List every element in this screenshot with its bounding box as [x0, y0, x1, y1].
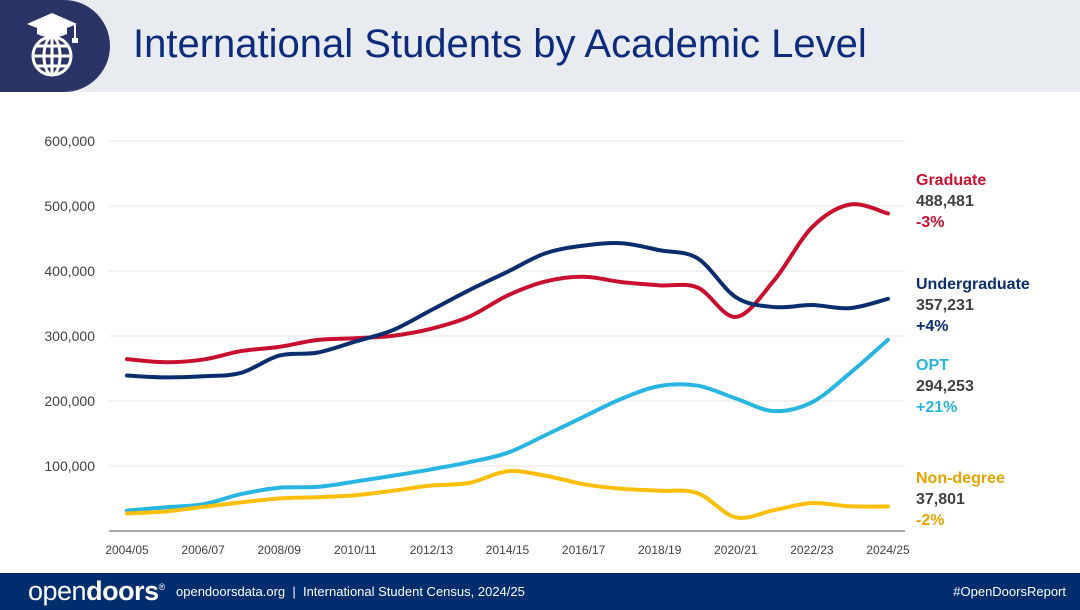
- y-tick-label: 400,000: [44, 263, 95, 279]
- series-name: Non-degree: [916, 470, 1005, 487]
- x-tick-label: 2022/23: [790, 543, 834, 557]
- series-label-opt: OPT 294,253 +21%: [916, 355, 974, 418]
- series-name: Undergraduate: [916, 276, 1030, 293]
- y-tick-label: 200,000: [44, 393, 95, 409]
- series-label-graduate: Graduate 488,481 -3%: [916, 170, 986, 233]
- series-change: -3%: [916, 214, 945, 231]
- series-value: 37,801: [916, 491, 965, 508]
- logo-badge: [0, 0, 110, 92]
- x-tick-label: 2008/09: [258, 543, 302, 557]
- series-change: -2%: [916, 512, 945, 529]
- series-value: 357,231: [916, 297, 974, 314]
- opendoors-logo: opendoors®: [28, 576, 165, 607]
- x-tick-label: 2020/21: [714, 543, 758, 557]
- x-tick-label: 2014/15: [486, 543, 530, 557]
- series-value: 488,481: [916, 193, 974, 210]
- page-title: International Students by Academic Level: [133, 22, 867, 66]
- x-tick-label: 2010/11: [334, 543, 377, 557]
- series-name: OPT: [916, 357, 949, 374]
- logo-light-text: open: [28, 576, 87, 606]
- x-tick-label: 2024/25: [866, 543, 910, 557]
- series-value: 294,253: [916, 378, 974, 395]
- series-label-undergraduate: Undergraduate 357,231 +4%: [916, 274, 1030, 337]
- series-line-graduate: [125, 202, 890, 365]
- footer-source: opendoorsdata.org | International Studen…: [176, 584, 525, 599]
- footer-hashtag: #OpenDoorsReport: [953, 584, 1066, 599]
- series-name: Graduate: [916, 172, 987, 189]
- y-tick-label: 300,000: [44, 328, 95, 344]
- header: International Students by Academic Level: [0, 0, 1080, 92]
- graduation-cap-globe-icon: [27, 13, 78, 77]
- series-line-opt: [125, 337, 890, 513]
- x-tick-label: 2012/13: [410, 543, 454, 557]
- series-change: +21%: [916, 399, 958, 416]
- x-tick-label: 2004/05: [105, 543, 149, 557]
- line-chart: 100,000 200,000 300,000 400,000 500,000 600,0…: [44, 133, 910, 557]
- x-tick-label: 2018/19: [638, 543, 682, 557]
- series-label-non-degree: Non-degree 37,801 -2%: [916, 468, 1005, 531]
- series-change: +4%: [916, 318, 949, 335]
- y-tick-label: 500,000: [44, 198, 95, 214]
- logo-bold-text: doors: [86, 576, 159, 606]
- y-tick-label: 600,000: [44, 133, 95, 149]
- series-line-undergraduate: [125, 241, 890, 380]
- logo-mark: ®: [158, 582, 166, 592]
- footer: opendoors® opendoorsdata.org | Internati…: [0, 573, 1080, 610]
- x-tick-label: 2006/07: [181, 543, 225, 557]
- y-tick-label: 100,000: [44, 458, 95, 474]
- x-tick-label: 2016/17: [562, 543, 606, 557]
